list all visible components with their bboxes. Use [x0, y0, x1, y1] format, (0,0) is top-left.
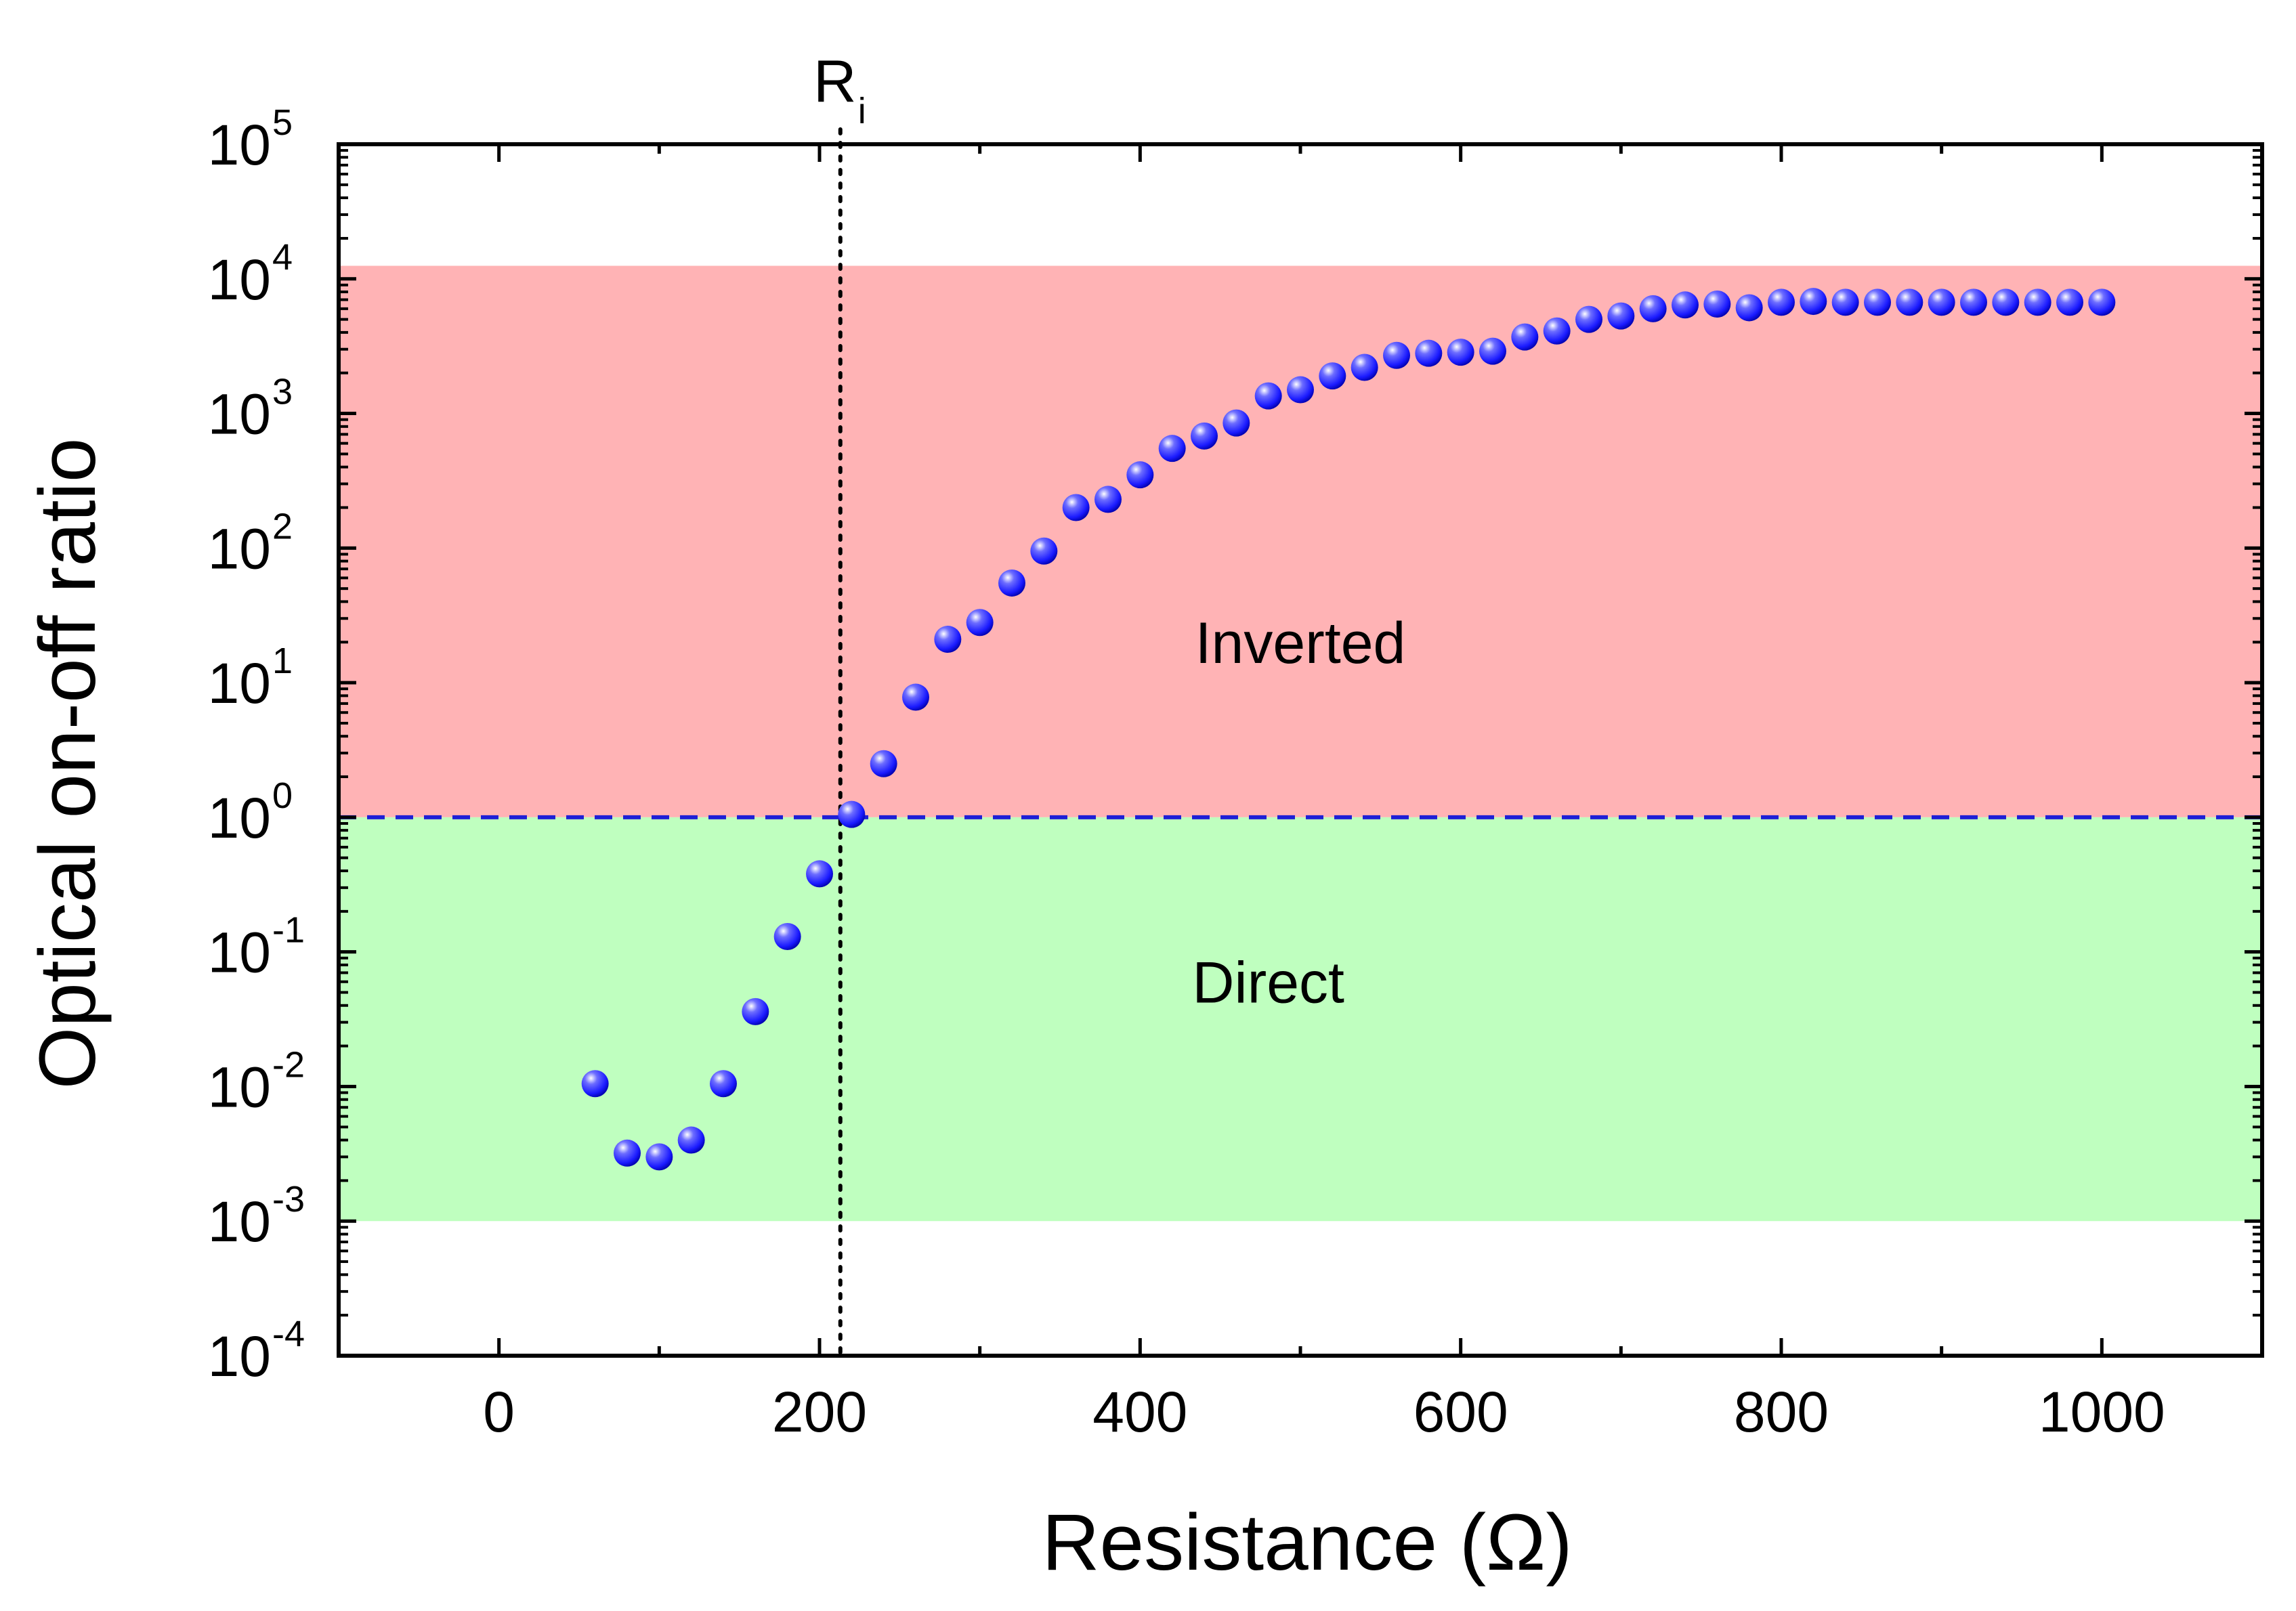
data-point [806, 860, 833, 888]
data-point [1800, 288, 1827, 316]
data-point [966, 609, 994, 637]
data-point [1158, 435, 1186, 463]
data-point [838, 800, 866, 828]
data-point [1415, 339, 1443, 367]
y-tick-exponent: 1 [272, 641, 293, 681]
data-points [581, 288, 2116, 1171]
data-point [1575, 305, 1602, 333]
data-point [614, 1139, 641, 1167]
data-point [1896, 288, 1923, 316]
y-tick-label: 10 [208, 1190, 271, 1253]
y-tick-exponent: -1 [272, 910, 305, 951]
data-point [1479, 337, 1506, 365]
y-tick-label: 10 [208, 248, 271, 312]
data-point [998, 569, 1025, 597]
data-point [1543, 317, 1571, 345]
data-point [1094, 486, 1122, 513]
data-point [1191, 422, 1218, 450]
data-point [581, 1070, 609, 1098]
data-point [1511, 323, 1539, 351]
region-inverted [339, 265, 2262, 817]
data-point [1864, 288, 1891, 316]
y-tick-exponent: 0 [272, 775, 293, 816]
y-tick-exponent: 2 [272, 506, 293, 546]
data-point [1254, 382, 1282, 410]
data-point [1062, 494, 1090, 521]
data-point [1960, 288, 1987, 316]
y-tick-exponent: -3 [272, 1179, 305, 1220]
x-tick-label: 200 [772, 1380, 867, 1444]
data-point [2024, 288, 2051, 316]
y-tick-exponent: -4 [272, 1314, 305, 1354]
y-tick-label: 10 [208, 786, 271, 850]
data-point [2056, 288, 2083, 316]
region-label-inverted: Inverted [1195, 611, 1406, 676]
x-axis-title: Resistance (Ω) [1042, 1498, 1572, 1587]
y-tick-label: 10 [208, 651, 271, 715]
x-tick-label: 0 [483, 1380, 515, 1444]
region-label-direct: Direct [1192, 951, 1344, 1016]
y-tick-label: 10 [208, 921, 271, 985]
x-tick-label: 1000 [2039, 1380, 2165, 1444]
data-point [1992, 288, 2020, 316]
data-point [902, 683, 929, 711]
data-point [1319, 362, 1346, 390]
x-tick-label: 600 [1413, 1380, 1508, 1444]
data-point [677, 1126, 705, 1154]
data-point [1287, 376, 1314, 404]
data-point [1831, 288, 1859, 316]
data-point [773, 923, 801, 951]
region-labels: Inverted Direct [1192, 611, 1405, 1015]
reference-lines-layer [339, 127, 2262, 1358]
data-point [1639, 295, 1667, 322]
data-point [710, 1070, 737, 1098]
y-tick-exponent: 5 [272, 102, 293, 143]
data-point [1672, 291, 1699, 319]
y-tick-label: 10 [208, 113, 271, 177]
y-tick-exponent: -2 [272, 1044, 305, 1085]
x-tick-labels: 0 200 400 600 800 1000 [483, 1380, 2165, 1444]
y-tick-label: 10 [208, 1325, 271, 1388]
data-point [1928, 288, 1955, 316]
data-point [1607, 302, 1635, 330]
y-tick-label: 10 [208, 1055, 271, 1119]
data-point [2088, 288, 2116, 316]
y-tick-label: 10 [208, 517, 271, 580]
data-point [1351, 353, 1378, 381]
data-point [1030, 537, 1058, 565]
y-tick-exponent: 3 [272, 372, 293, 412]
data-point [934, 626, 962, 653]
y-tick-exponent: 4 [272, 237, 293, 278]
data-point [1383, 341, 1410, 369]
data-point [742, 997, 769, 1025]
x-tick-label: 800 [1734, 1380, 1829, 1444]
data-point [1223, 409, 1250, 437]
x-tick-label: 400 [1092, 1380, 1187, 1444]
data-point [1447, 339, 1474, 366]
data-point [645, 1143, 673, 1171]
y-axis-title: Optical on-off ratio [23, 438, 112, 1090]
ri-label: R [813, 47, 857, 114]
regions-layer [339, 265, 2262, 1222]
data-point [1126, 461, 1154, 489]
data-point [870, 750, 897, 777]
data-point [1703, 290, 1731, 318]
ri-label-subscript: i [858, 91, 866, 131]
ticks-layer [337, 142, 2264, 1358]
y-tick-label: 10 [208, 383, 271, 446]
data-point [1768, 288, 1795, 316]
data-point [1735, 294, 1763, 322]
